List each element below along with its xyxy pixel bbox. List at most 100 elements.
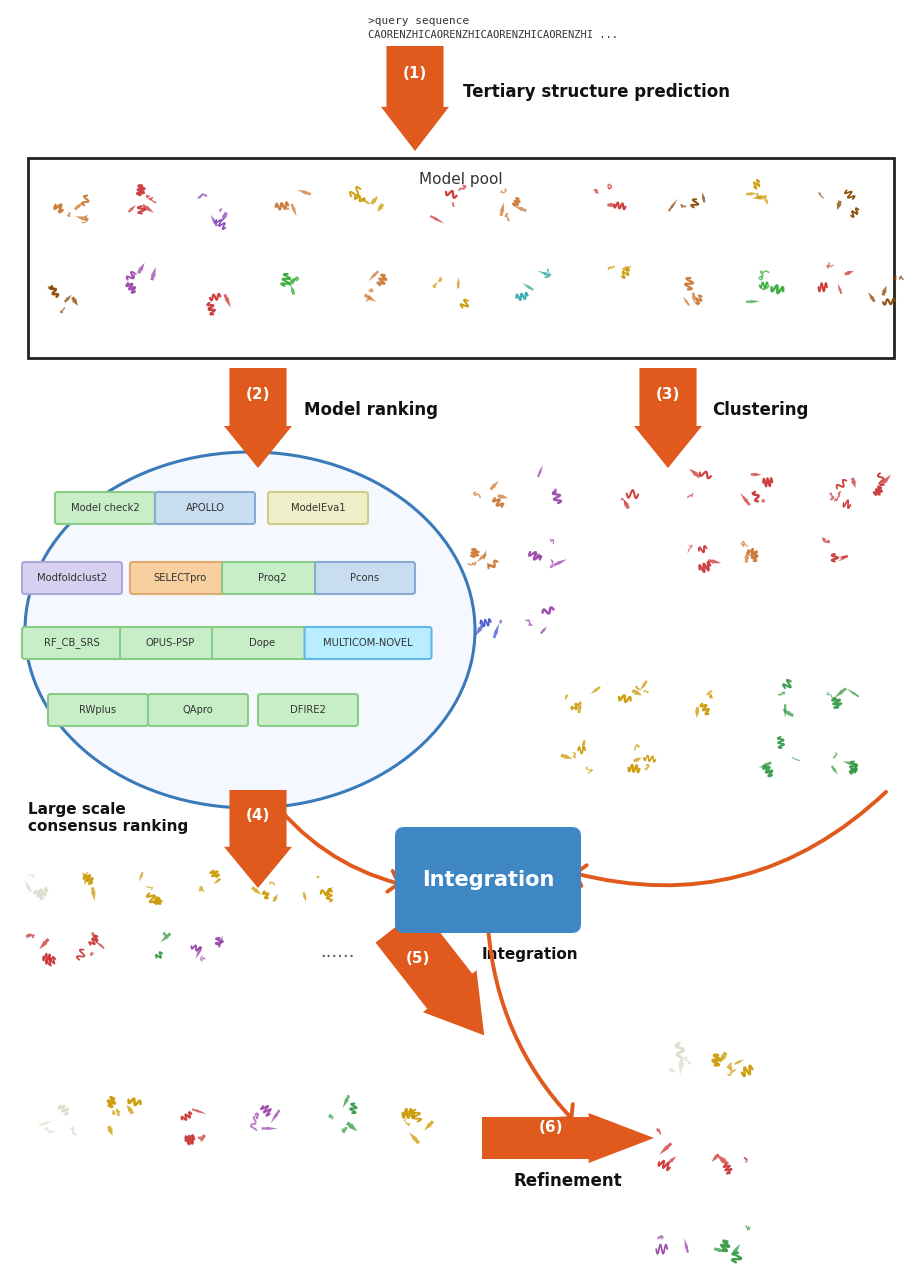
Text: APOLLO: APOLLO (186, 503, 224, 513)
Polygon shape (834, 687, 846, 698)
Text: Integration: Integration (482, 947, 579, 961)
Polygon shape (691, 293, 696, 303)
Ellipse shape (25, 452, 475, 808)
Polygon shape (381, 46, 449, 151)
Polygon shape (846, 689, 859, 698)
Polygon shape (695, 707, 700, 718)
Polygon shape (76, 216, 89, 221)
Text: Model check2: Model check2 (71, 503, 139, 513)
Polygon shape (291, 285, 295, 294)
Polygon shape (537, 270, 549, 276)
FancyBboxPatch shape (130, 562, 230, 594)
Text: (3): (3) (656, 387, 680, 402)
Polygon shape (752, 195, 767, 200)
Polygon shape (537, 465, 543, 477)
Polygon shape (477, 553, 486, 562)
Polygon shape (746, 192, 757, 196)
Polygon shape (137, 262, 145, 274)
Polygon shape (493, 623, 499, 639)
Polygon shape (744, 550, 749, 563)
Polygon shape (39, 1120, 54, 1126)
Polygon shape (224, 369, 292, 468)
Polygon shape (708, 559, 721, 563)
Polygon shape (303, 892, 306, 901)
Text: ModelEva1: ModelEva1 (291, 503, 345, 513)
Polygon shape (581, 740, 586, 750)
Polygon shape (107, 1125, 113, 1135)
FancyBboxPatch shape (305, 627, 431, 659)
Polygon shape (784, 704, 786, 718)
Polygon shape (533, 553, 543, 559)
Polygon shape (851, 477, 856, 488)
Polygon shape (409, 1132, 420, 1144)
Polygon shape (634, 369, 702, 468)
Polygon shape (735, 1059, 744, 1065)
FancyBboxPatch shape (395, 827, 581, 933)
Polygon shape (326, 887, 333, 893)
Polygon shape (667, 1156, 677, 1164)
Text: Dope: Dope (249, 637, 275, 648)
Polygon shape (424, 1120, 434, 1130)
Polygon shape (71, 297, 78, 306)
Polygon shape (483, 549, 486, 559)
Polygon shape (553, 559, 567, 566)
Polygon shape (376, 908, 485, 1036)
Polygon shape (150, 268, 156, 280)
Polygon shape (641, 680, 648, 690)
Text: >query sequence: >query sequence (368, 15, 469, 26)
Polygon shape (91, 932, 98, 945)
Polygon shape (746, 300, 761, 303)
Polygon shape (577, 700, 581, 713)
Text: RF_CB_SRS: RF_CB_SRS (44, 637, 100, 649)
Polygon shape (560, 754, 572, 759)
Polygon shape (138, 872, 144, 882)
Polygon shape (475, 623, 484, 636)
Polygon shape (224, 790, 292, 888)
Polygon shape (631, 689, 642, 695)
Polygon shape (683, 297, 690, 306)
Text: Modfoldclust2: Modfoldclust2 (37, 573, 107, 582)
Polygon shape (489, 481, 498, 490)
Text: Model ranking: Model ranking (304, 401, 438, 419)
Polygon shape (684, 1238, 689, 1253)
Polygon shape (291, 204, 296, 216)
Polygon shape (689, 468, 701, 479)
FancyBboxPatch shape (48, 694, 148, 726)
FancyBboxPatch shape (222, 562, 322, 594)
Text: Tertiary structure prediction: Tertiary structure prediction (463, 83, 730, 101)
Text: Integration: Integration (422, 870, 554, 890)
Polygon shape (497, 494, 509, 499)
FancyBboxPatch shape (120, 627, 220, 659)
Polygon shape (659, 1142, 672, 1155)
Polygon shape (702, 192, 705, 202)
Polygon shape (499, 202, 504, 216)
Polygon shape (668, 198, 677, 211)
Polygon shape (270, 1110, 281, 1124)
Polygon shape (218, 936, 223, 947)
Polygon shape (346, 1121, 357, 1132)
Polygon shape (843, 762, 857, 767)
Polygon shape (161, 932, 172, 942)
Polygon shape (378, 204, 384, 212)
FancyBboxPatch shape (22, 627, 122, 659)
Polygon shape (624, 499, 630, 509)
Text: OPUS-PSP: OPUS-PSP (146, 637, 195, 648)
Polygon shape (482, 1114, 654, 1164)
Polygon shape (430, 215, 444, 224)
Text: DFIRE2: DFIRE2 (290, 705, 326, 716)
Polygon shape (74, 202, 83, 210)
Polygon shape (881, 475, 891, 485)
Polygon shape (782, 709, 794, 717)
Polygon shape (720, 1051, 727, 1062)
Polygon shape (836, 201, 842, 210)
Polygon shape (127, 205, 136, 212)
Polygon shape (740, 493, 750, 506)
FancyBboxPatch shape (55, 492, 155, 524)
Text: (5): (5) (406, 951, 430, 965)
Polygon shape (342, 1094, 350, 1107)
FancyBboxPatch shape (155, 492, 255, 524)
FancyBboxPatch shape (22, 562, 122, 594)
Polygon shape (364, 293, 376, 302)
FancyBboxPatch shape (268, 492, 368, 524)
Polygon shape (96, 941, 104, 948)
